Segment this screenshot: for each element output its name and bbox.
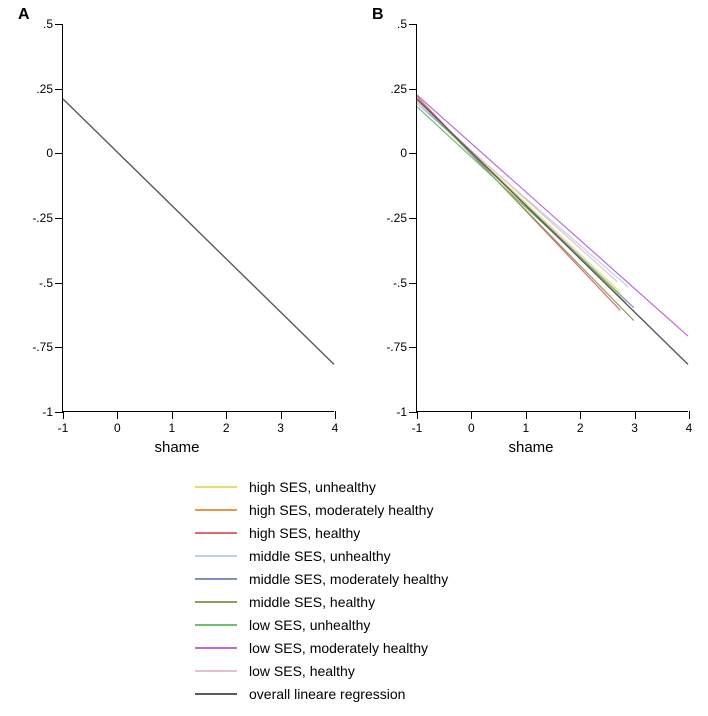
panel-a-lines xyxy=(63,24,334,411)
ytick-label: .25 xyxy=(36,82,63,96)
ytick-label: 0 xyxy=(400,146,417,160)
series-middle-ses-healthy xyxy=(417,99,634,321)
series-low-ses-unhealthy xyxy=(417,107,620,295)
xtick-label: 2 xyxy=(223,411,230,435)
legend-row: middle SES, healthy xyxy=(195,590,448,613)
ytick-label: .5 xyxy=(397,17,417,31)
legend-swatch xyxy=(195,670,237,672)
legend-row: low SES, healthy xyxy=(195,659,448,682)
legend-label: low SES, healthy xyxy=(249,663,355,679)
ytick-label: 0 xyxy=(46,146,63,160)
panel-a-plot: -1-.75-.5-.250.25.5-101234 xyxy=(62,24,334,412)
legend-row: high SES, healthy xyxy=(195,521,448,544)
xtick-label: 1 xyxy=(522,411,529,435)
ytick-label: -.75 xyxy=(32,340,63,354)
xtick-label: 3 xyxy=(631,411,638,435)
panel-a-xlabel: shame xyxy=(154,439,199,456)
legend-row: high SES, unhealthy xyxy=(195,475,448,498)
legend-swatch xyxy=(195,647,237,649)
panel-b-plot: -1-.75-.5-.250.25.5-101234 xyxy=(416,24,688,412)
ytick-label: -.25 xyxy=(386,211,417,225)
xtick-label: 0 xyxy=(468,411,475,435)
legend-swatch xyxy=(195,693,237,695)
xtick-label: -1 xyxy=(58,411,69,435)
legend-swatch xyxy=(195,601,237,603)
figure: A Linear predictions for random-intercep… xyxy=(0,0,708,716)
xtick-label: 2 xyxy=(577,411,584,435)
legend-swatch xyxy=(195,624,237,626)
xtick-label: 1 xyxy=(168,411,175,435)
legend-label: high SES, unhealthy xyxy=(249,479,376,495)
xtick-label: 0 xyxy=(114,411,121,435)
xtick-label: -1 xyxy=(412,411,423,435)
ytick-label: .5 xyxy=(43,17,63,31)
legend-row: low SES, unhealthy xyxy=(195,613,448,636)
legend-row: overall lineare regression xyxy=(195,682,448,705)
legend-swatch xyxy=(195,555,237,557)
xtick-label: 4 xyxy=(686,411,693,435)
ytick-label: .25 xyxy=(390,82,417,96)
legend-label: low SES, moderately healthy xyxy=(249,640,428,656)
legend-row: low SES, moderately healthy xyxy=(195,636,448,659)
legend-swatch xyxy=(195,509,237,511)
ytick-label: -.25 xyxy=(32,211,63,225)
panel-a-label: A xyxy=(18,6,30,24)
legend: high SES, unhealthy high SES, moderately … xyxy=(195,475,448,705)
panel-b: B Linear predictions for random-slope on… xyxy=(354,0,708,460)
legend-swatch xyxy=(195,486,237,488)
legend-swatch xyxy=(195,532,237,534)
legend-row: middle SES, unhealthy xyxy=(195,544,448,567)
series-overall xyxy=(63,99,334,364)
legend-label: low SES, unhealthy xyxy=(249,617,370,633)
panel-b-label: B xyxy=(372,6,384,24)
ytick-label: -.75 xyxy=(386,340,417,354)
ytick-label: -.5 xyxy=(393,276,417,290)
legend-row: middle SES, moderately healthy xyxy=(195,567,448,590)
series-overall xyxy=(417,99,688,364)
legend-swatch xyxy=(195,578,237,580)
panel-row: A Linear predictions for random-intercep… xyxy=(0,0,708,460)
series-low-ses-mod-healthy xyxy=(417,95,688,336)
legend-label: overall lineare regression xyxy=(249,686,405,702)
panel-b-lines xyxy=(417,24,688,411)
xtick-label: 4 xyxy=(332,411,339,435)
panel-a: A Linear predictions for random-intercep… xyxy=(0,0,354,460)
legend-label: middle SES, moderately healthy xyxy=(249,571,448,587)
legend-label: middle SES, unhealthy xyxy=(249,548,391,564)
ytick-label: -.5 xyxy=(39,276,63,290)
legend-label: high SES, moderately healthy xyxy=(249,502,433,518)
panel-b-xlabel: shame xyxy=(508,439,553,456)
xtick-label: 3 xyxy=(277,411,284,435)
legend-label: high SES, healthy xyxy=(249,525,360,541)
legend-label: middle SES, healthy xyxy=(249,594,375,610)
legend-row: high SES, moderately healthy xyxy=(195,498,448,521)
